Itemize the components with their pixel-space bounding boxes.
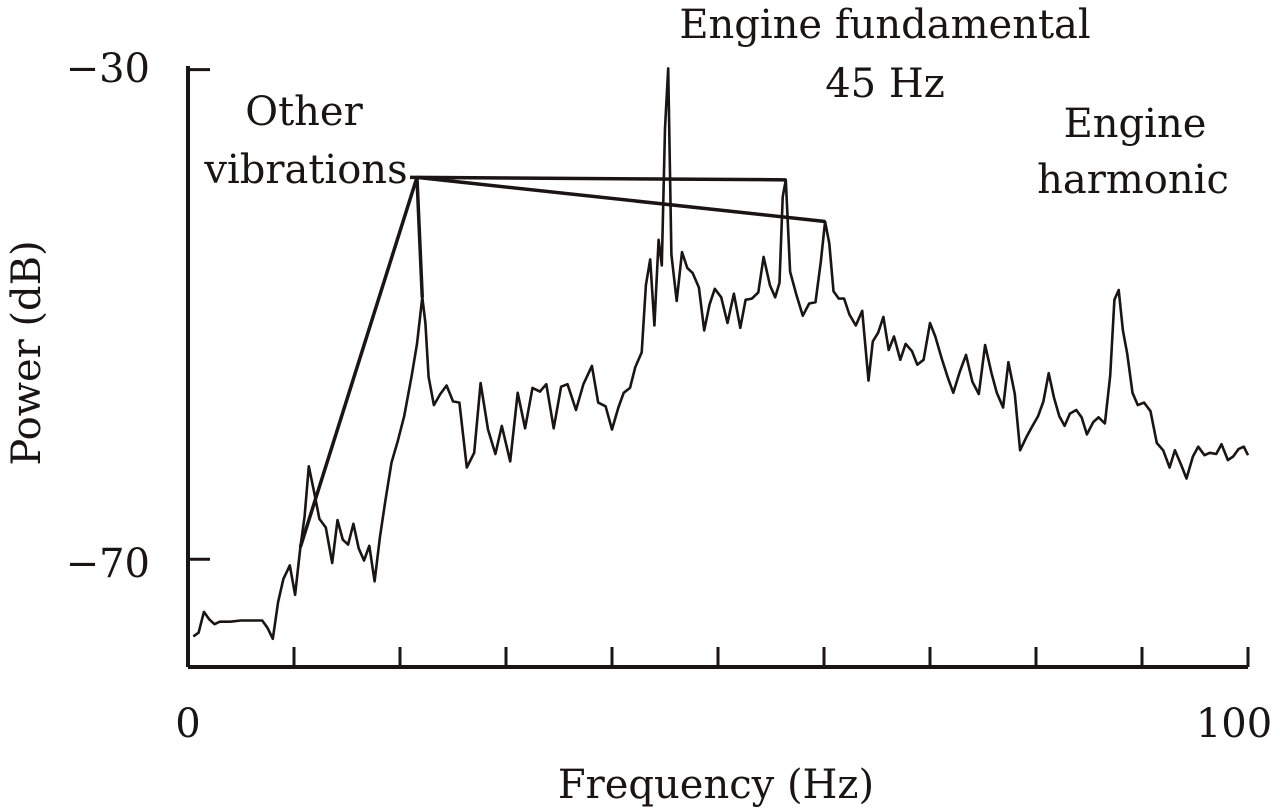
x-tick-label-left: 0 [175, 701, 200, 747]
callout-lines [298, 175, 826, 548]
callout-line-1 [415, 177, 425, 298]
tick-labels: −30 −70 0 100 [66, 46, 1273, 747]
annotations: Other vibrations Engine fundamental 45 H… [203, 2, 1228, 203]
annotation-harmonic-line1: Engine [1064, 101, 1207, 147]
annotation-harmonic-line2: harmonic [1037, 157, 1229, 203]
x-tick-label-right: 100 [1196, 701, 1272, 747]
axes [186, 66, 1250, 669]
callout-line-2 [416, 175, 786, 182]
y-tick-label-bottom: −70 [66, 541, 150, 587]
series-line-0 [192, 67, 1250, 641]
annotation-fundamental-line2: 45 Hz [825, 61, 945, 107]
series-layer [192, 67, 1250, 641]
y-tick-label-top: −30 [66, 46, 150, 92]
x-axis-title: Frequency (Hz) [558, 762, 874, 808]
callout-line-3 [416, 175, 826, 224]
annotation-fundamental-line1: Engine fundamental [679, 2, 1090, 48]
y-ticks [188, 68, 210, 561]
y-axis-title: Power (dB) [4, 240, 50, 465]
callout-line-0 [298, 176, 419, 548]
x-ticks [292, 647, 1250, 667]
annotation-other-line2: vibrations [203, 147, 407, 193]
annotation-other-line1: Other [245, 89, 363, 135]
